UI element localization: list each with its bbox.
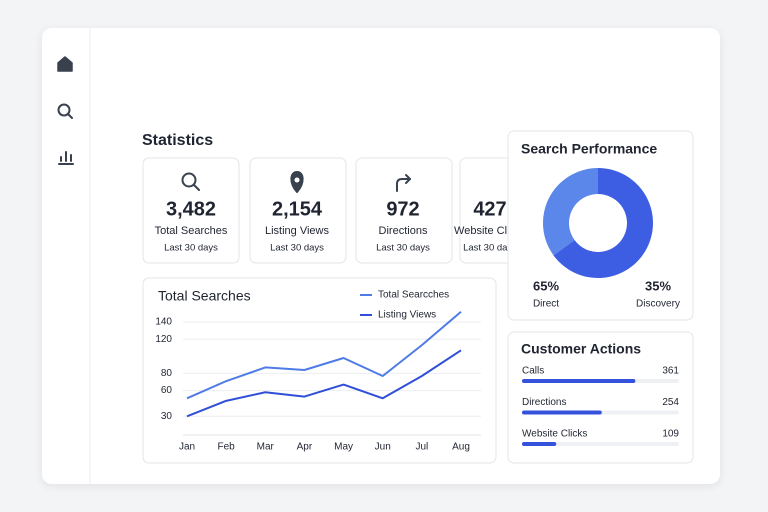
- x-tick-label: Jan: [179, 442, 195, 453]
- y-tick-label: 30: [161, 411, 173, 422]
- section-title: Statistics: [142, 132, 213, 149]
- legend-label: Listing Views: [378, 310, 436, 321]
- donut-segment: [553, 168, 653, 279]
- bar: [522, 410, 602, 415]
- x-tick-label: Jul: [415, 442, 428, 453]
- donut-value-label: 35%: [645, 278, 671, 293]
- stat-value: 427: [473, 198, 506, 220]
- chart-title: Customer Actions: [521, 341, 641, 357]
- action-label: Calls: [522, 366, 544, 377]
- stat-card: [142, 157, 240, 264]
- stat-label: Total Searches: [155, 225, 228, 237]
- stat-label: Listing Views: [265, 225, 329, 237]
- donut-panel: [507, 130, 694, 321]
- nav-stats[interactable]: [58, 151, 74, 165]
- action-value: 361: [662, 366, 679, 377]
- y-tick-label: 60: [161, 385, 173, 396]
- stat-label: Directions: [379, 225, 428, 237]
- line-series: [186, 349, 462, 418]
- legend-label: Total Searcches: [378, 290, 449, 301]
- donut-value-label: 65%: [533, 278, 559, 293]
- stat-icon: [181, 172, 200, 191]
- nav-home[interactable]: [57, 56, 73, 72]
- bar-track: [522, 442, 679, 446]
- stat-value: 2,154: [272, 198, 323, 220]
- action-label: Website Clicks: [522, 429, 587, 440]
- stat-icon: [290, 171, 304, 193]
- x-tick-label: Feb: [218, 442, 236, 453]
- stat-value: 3,482: [166, 198, 216, 220]
- y-tick-label: 80: [161, 368, 173, 379]
- nav-search[interactable]: [57, 103, 73, 119]
- donut-category: Direct: [533, 299, 559, 310]
- stat-period: Last 30 days: [463, 243, 517, 254]
- line-series: [186, 310, 462, 400]
- chart-title: Total Searches: [158, 288, 251, 304]
- donut-category: Discovery: [636, 299, 680, 310]
- y-tick-label: 120: [155, 334, 172, 345]
- stat-value: 972: [386, 198, 419, 220]
- stat-card: [249, 157, 347, 264]
- stat-icon: [396, 174, 411, 192]
- action-value: 254: [662, 397, 679, 408]
- bar: [522, 442, 557, 446]
- x-tick-label: Mar: [257, 442, 275, 453]
- stat-card: [355, 157, 453, 264]
- x-tick-label: May: [334, 442, 353, 453]
- bar: [522, 379, 636, 383]
- x-tick-label: Apr: [297, 442, 313, 453]
- stat-period: Last 30 days: [164, 243, 218, 254]
- actions-panel: [507, 331, 694, 464]
- donut-segment: [542, 168, 598, 256]
- chart-title: Search Performance: [521, 141, 657, 157]
- stat-period: Last 30 days: [376, 243, 430, 254]
- y-tick-label: 140: [155, 317, 172, 328]
- x-tick-label: Jun: [375, 442, 391, 453]
- action-label: Directions: [522, 397, 566, 408]
- stat-period: Last 30 days: [270, 243, 324, 254]
- action-value: 109: [662, 429, 679, 440]
- x-tick-label: Aug: [452, 442, 470, 453]
